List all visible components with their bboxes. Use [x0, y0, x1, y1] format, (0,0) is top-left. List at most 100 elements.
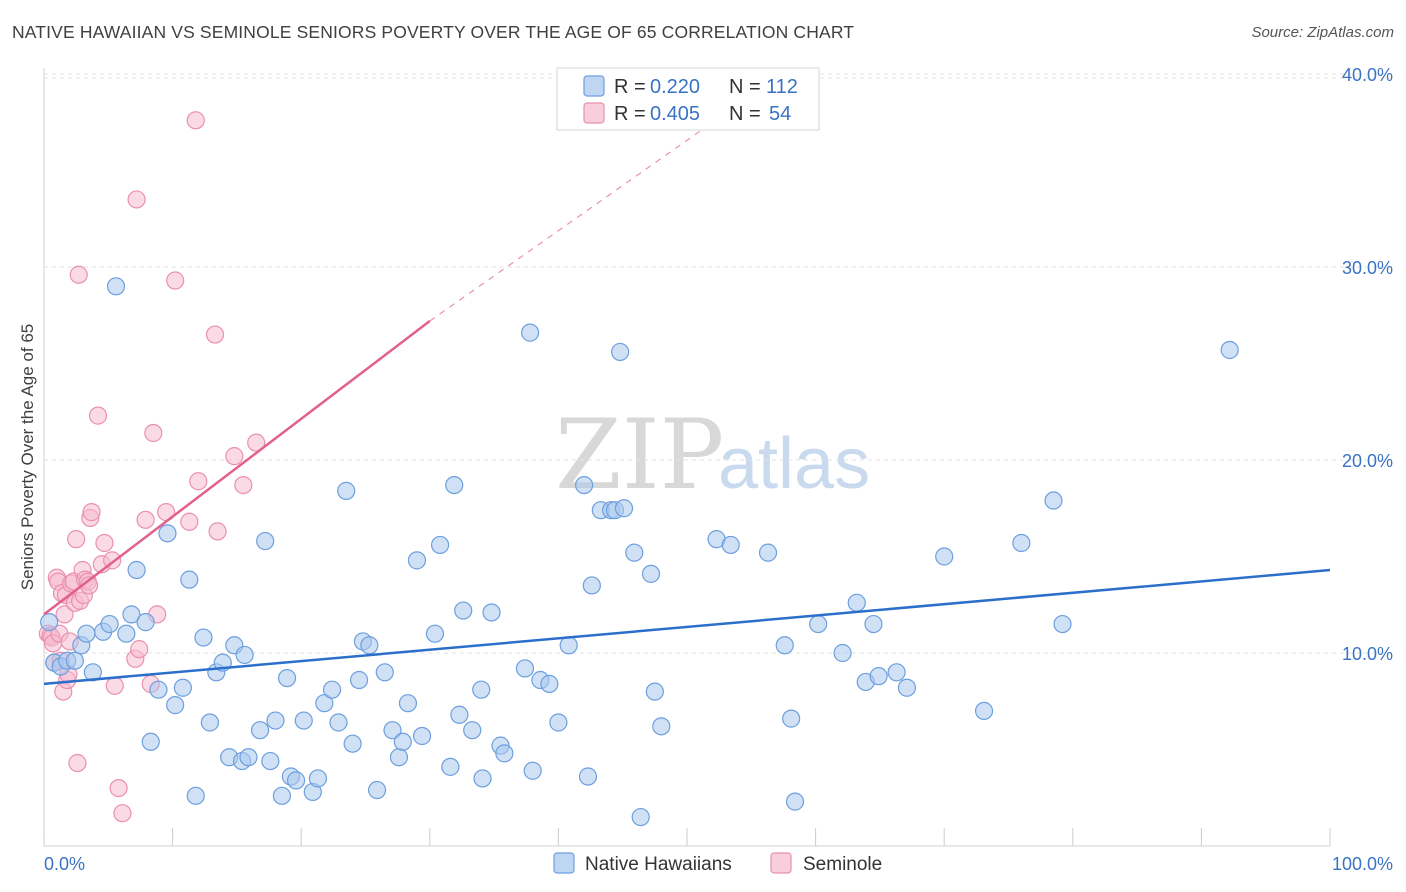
native-hawaiian-point	[463, 721, 482, 740]
native-hawaiian-point	[611, 342, 630, 362]
watermark-zip: ZIP	[555, 399, 724, 511]
native-hawaiian-point	[652, 717, 671, 736]
native-hawaiian-point	[641, 564, 661, 583]
bottom-legend-swatch-native-hawaiians	[553, 852, 575, 874]
native-hawaiian-point	[1053, 614, 1072, 634]
native-hawaiian-point	[631, 807, 650, 827]
native-hawaiian-point	[785, 792, 805, 811]
native-hawaiian-point	[261, 751, 280, 771]
native-hawaiian-point	[40, 613, 59, 632]
native-hawaiian-trend-line	[43, 568, 1331, 686]
native-hawaiian-point	[847, 593, 866, 612]
seminole-point	[82, 503, 101, 522]
seminole-point	[166, 271, 185, 290]
seminole-point	[69, 265, 88, 284]
native-hawaiian-point	[294, 711, 313, 730]
native-hawaiian-point	[308, 769, 328, 788]
y-tick-label: 30.0%	[1342, 258, 1393, 278]
legend-n-value-pink: 54	[769, 103, 791, 125]
bottom-legend-label-seminole: Seminole	[803, 854, 882, 875]
legend-n-label-blue: N =	[729, 76, 761, 98]
native-hawaiian-point	[200, 713, 219, 732]
native-hawaiian-point	[272, 786, 292, 805]
native-hawaiian-point	[1012, 533, 1031, 553]
x-tick-label-max: 100.0%	[1332, 854, 1393, 874]
native-hawaiian-point	[277, 668, 297, 688]
native-hawaiian-point	[117, 624, 136, 643]
x-tick-label-min: 0.0%	[44, 854, 85, 874]
seminole-point	[55, 605, 74, 624]
legend-swatch-pink	[583, 102, 605, 124]
watermark-atlas: atlas	[718, 424, 870, 504]
native-hawaiian-point	[482, 603, 501, 622]
y-tick-labels: 10.0% 20.0% 30.0% 40.0%	[1342, 65, 1393, 664]
native-hawaiian-point	[887, 663, 906, 682]
native-hawaiian-point	[495, 744, 514, 763]
native-hawaiian-point	[360, 636, 379, 655]
native-hawaiian-point	[186, 786, 205, 805]
legend-r-label-pink: R =	[614, 103, 646, 125]
seminole-trend-extension	[429, 121, 714, 322]
y-axis-label: Seniors Poverty Over the Age of 65	[18, 324, 37, 590]
native-hawaiian-point	[582, 576, 601, 595]
chart-title: NATIVE HAWAIIAN VS SEMINOLE SENIORS POVE…	[12, 22, 855, 42]
legend-n-label-pink: N =	[729, 103, 761, 125]
native-hawaiian-point	[286, 771, 306, 790]
legend-r-label-blue: R =	[614, 76, 646, 98]
seminole-point	[109, 778, 128, 798]
native-hawaiian-point	[266, 711, 285, 730]
native-hawaiian-point	[441, 757, 460, 776]
native-hawaiian-point	[974, 701, 994, 721]
y-tick-label: 40.0%	[1342, 65, 1393, 85]
native-hawaiian-point	[523, 761, 542, 780]
native-hawaiian-point	[158, 524, 177, 543]
native-hawaiian-point	[375, 663, 394, 682]
seminole-point	[234, 475, 253, 495]
native-hawaiian-point	[515, 659, 535, 678]
native-hawaiian-point	[864, 614, 883, 634]
native-hawaiian-point	[472, 680, 491, 699]
native-hawaiian-point	[239, 748, 258, 767]
native-hawaiian-point	[645, 682, 664, 701]
seminole-point	[180, 512, 199, 531]
native-hawaiian-point	[614, 499, 634, 518]
native-hawaiian-point	[869, 667, 888, 686]
native-hawaiian-point	[1220, 340, 1239, 360]
native-hawaiian-point	[367, 780, 387, 800]
native-hawaiian-point	[180, 570, 199, 589]
seminole-point	[67, 530, 86, 549]
native-hawaiian-point	[106, 277, 126, 296]
seminole-point	[88, 406, 108, 425]
native-hawaiian-point	[559, 636, 578, 655]
native-hawaiian-point	[721, 535, 740, 555]
native-hawaiian-point	[454, 601, 473, 620]
native-hawaiian-point	[782, 709, 801, 728]
seminole-point	[186, 111, 205, 130]
native-hawaiian-point	[450, 705, 469, 724]
native-hawaiian-points	[40, 277, 1239, 827]
seminole-point	[247, 433, 266, 452]
seminole-point	[144, 423, 163, 443]
bottom-legend-label-native-hawaiians: Native Hawaiians	[585, 854, 732, 875]
legend: R = 0.220 N = 112 R = 0.405 N = 54	[556, 67, 820, 131]
native-hawaiian-point	[65, 651, 84, 670]
seminole-point	[130, 640, 149, 659]
native-hawaiian-point	[809, 614, 828, 634]
gridlines	[44, 73, 1393, 654]
native-hawaiian-point	[389, 748, 409, 767]
native-hawaiian-point	[136, 613, 155, 632]
native-hawaiian-point	[235, 645, 254, 665]
native-hawaiian-point	[122, 605, 141, 624]
native-hawaiian-point	[315, 694, 334, 713]
native-hawaiian-point	[412, 726, 432, 746]
legend-r-value-pink: 0.405	[650, 103, 700, 125]
y-tick-label: 20.0%	[1342, 451, 1393, 471]
native-hawaiian-point	[77, 624, 96, 643]
bottom-legend: Native Hawaiians Seminole	[553, 852, 882, 875]
seminole-point	[205, 325, 225, 344]
native-hawaiian-point	[383, 721, 402, 740]
native-hawaiian-point	[149, 680, 168, 699]
native-hawaiian-point	[897, 678, 917, 697]
native-hawaiian-point	[322, 680, 342, 699]
